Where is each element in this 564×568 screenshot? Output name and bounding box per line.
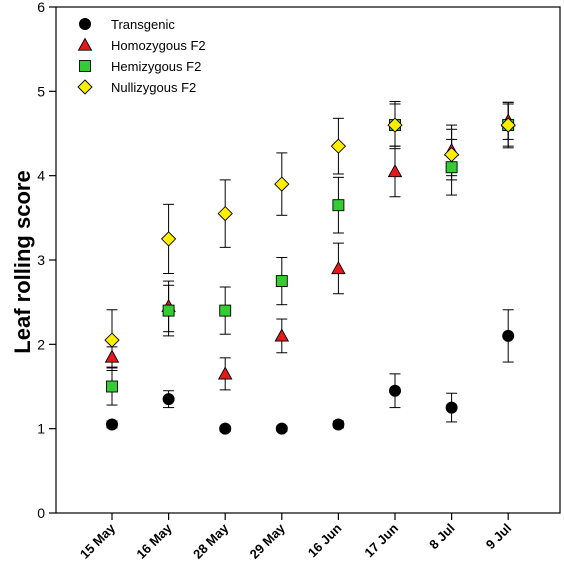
x-tick-label: 16 Jun [305, 520, 345, 560]
x-tick-label: 17 Jun [361, 520, 401, 560]
data-point-homozygous-f2 [274, 328, 290, 342]
legend-label-transgenic: Transgenic [111, 17, 175, 32]
data-point-homozygous-f2 [387, 164, 403, 178]
data-point-nullizygous-f2 [500, 117, 516, 133]
data-point-transgenic [389, 384, 401, 397]
data-point-transgenic [275, 422, 288, 435]
data-point-transgenic [219, 422, 232, 435]
legend-label-nullizygous-f2: Nullizygous F2 [111, 80, 196, 95]
legend-label-hemizygous-f2: Hemizygous F2 [111, 59, 201, 74]
data-point-transgenic [162, 393, 175, 406]
x-tick-label: 9 Jul [483, 521, 515, 553]
data-point-homozygous-f2 [331, 261, 346, 275]
data-point-transgenic [106, 418, 118, 431]
y-tick-label: 4 [37, 168, 45, 184]
legend-marker-homozygous-f2 [77, 37, 93, 51]
legend-label-homozygous-f2: Homozygous F2 [111, 38, 206, 53]
data-point-nullizygous-f2 [217, 205, 233, 222]
y-axis-title: Leaf rolling score [10, 170, 35, 353]
y-tick-label: 1 [37, 421, 45, 437]
y-tick-label: 5 [37, 83, 45, 99]
x-tick-label: 8 Jul [426, 521, 458, 553]
data-point-hemizygous-f2 [219, 304, 232, 317]
data-point-homozygous-f2 [104, 349, 120, 363]
data-point-transgenic [445, 401, 458, 414]
y-tick-label: 3 [37, 252, 45, 268]
data-point-nullizygous-f2 [443, 146, 460, 163]
data-point-hemizygous-f2 [162, 304, 175, 317]
x-tick-label: 15 May [77, 520, 119, 562]
y-tick-label: 0 [37, 505, 45, 521]
data-point-hemizygous-f2 [275, 275, 288, 288]
data-point-nullizygous-f2 [330, 138, 347, 154]
data-point-homozygous-f2 [217, 366, 233, 380]
x-tick-label: 28 May [190, 520, 232, 562]
data-point-nullizygous-f2 [104, 332, 120, 348]
data-point-hemizygous-f2 [106, 380, 118, 393]
legend-marker-hemizygous-f2 [79, 60, 91, 72]
data-point-nullizygous-f2 [387, 117, 403, 133]
data-point-nullizygous-f2 [160, 231, 177, 247]
y-tick-label: 2 [37, 336, 45, 352]
data-point-nullizygous-f2 [274, 176, 290, 192]
legend-marker-transgenic [79, 18, 91, 30]
x-tick-label: 29 May [247, 520, 289, 562]
data-point-transgenic [502, 329, 515, 342]
data-point-hemizygous-f2 [332, 199, 345, 212]
y-tick-label: 6 [37, 0, 45, 15]
data-point-transgenic [332, 418, 345, 431]
data-point-hemizygous-f2 [445, 161, 458, 174]
legend-marker-nullizygous-f2 [77, 79, 93, 95]
x-tick-label: 16 May [133, 520, 175, 562]
